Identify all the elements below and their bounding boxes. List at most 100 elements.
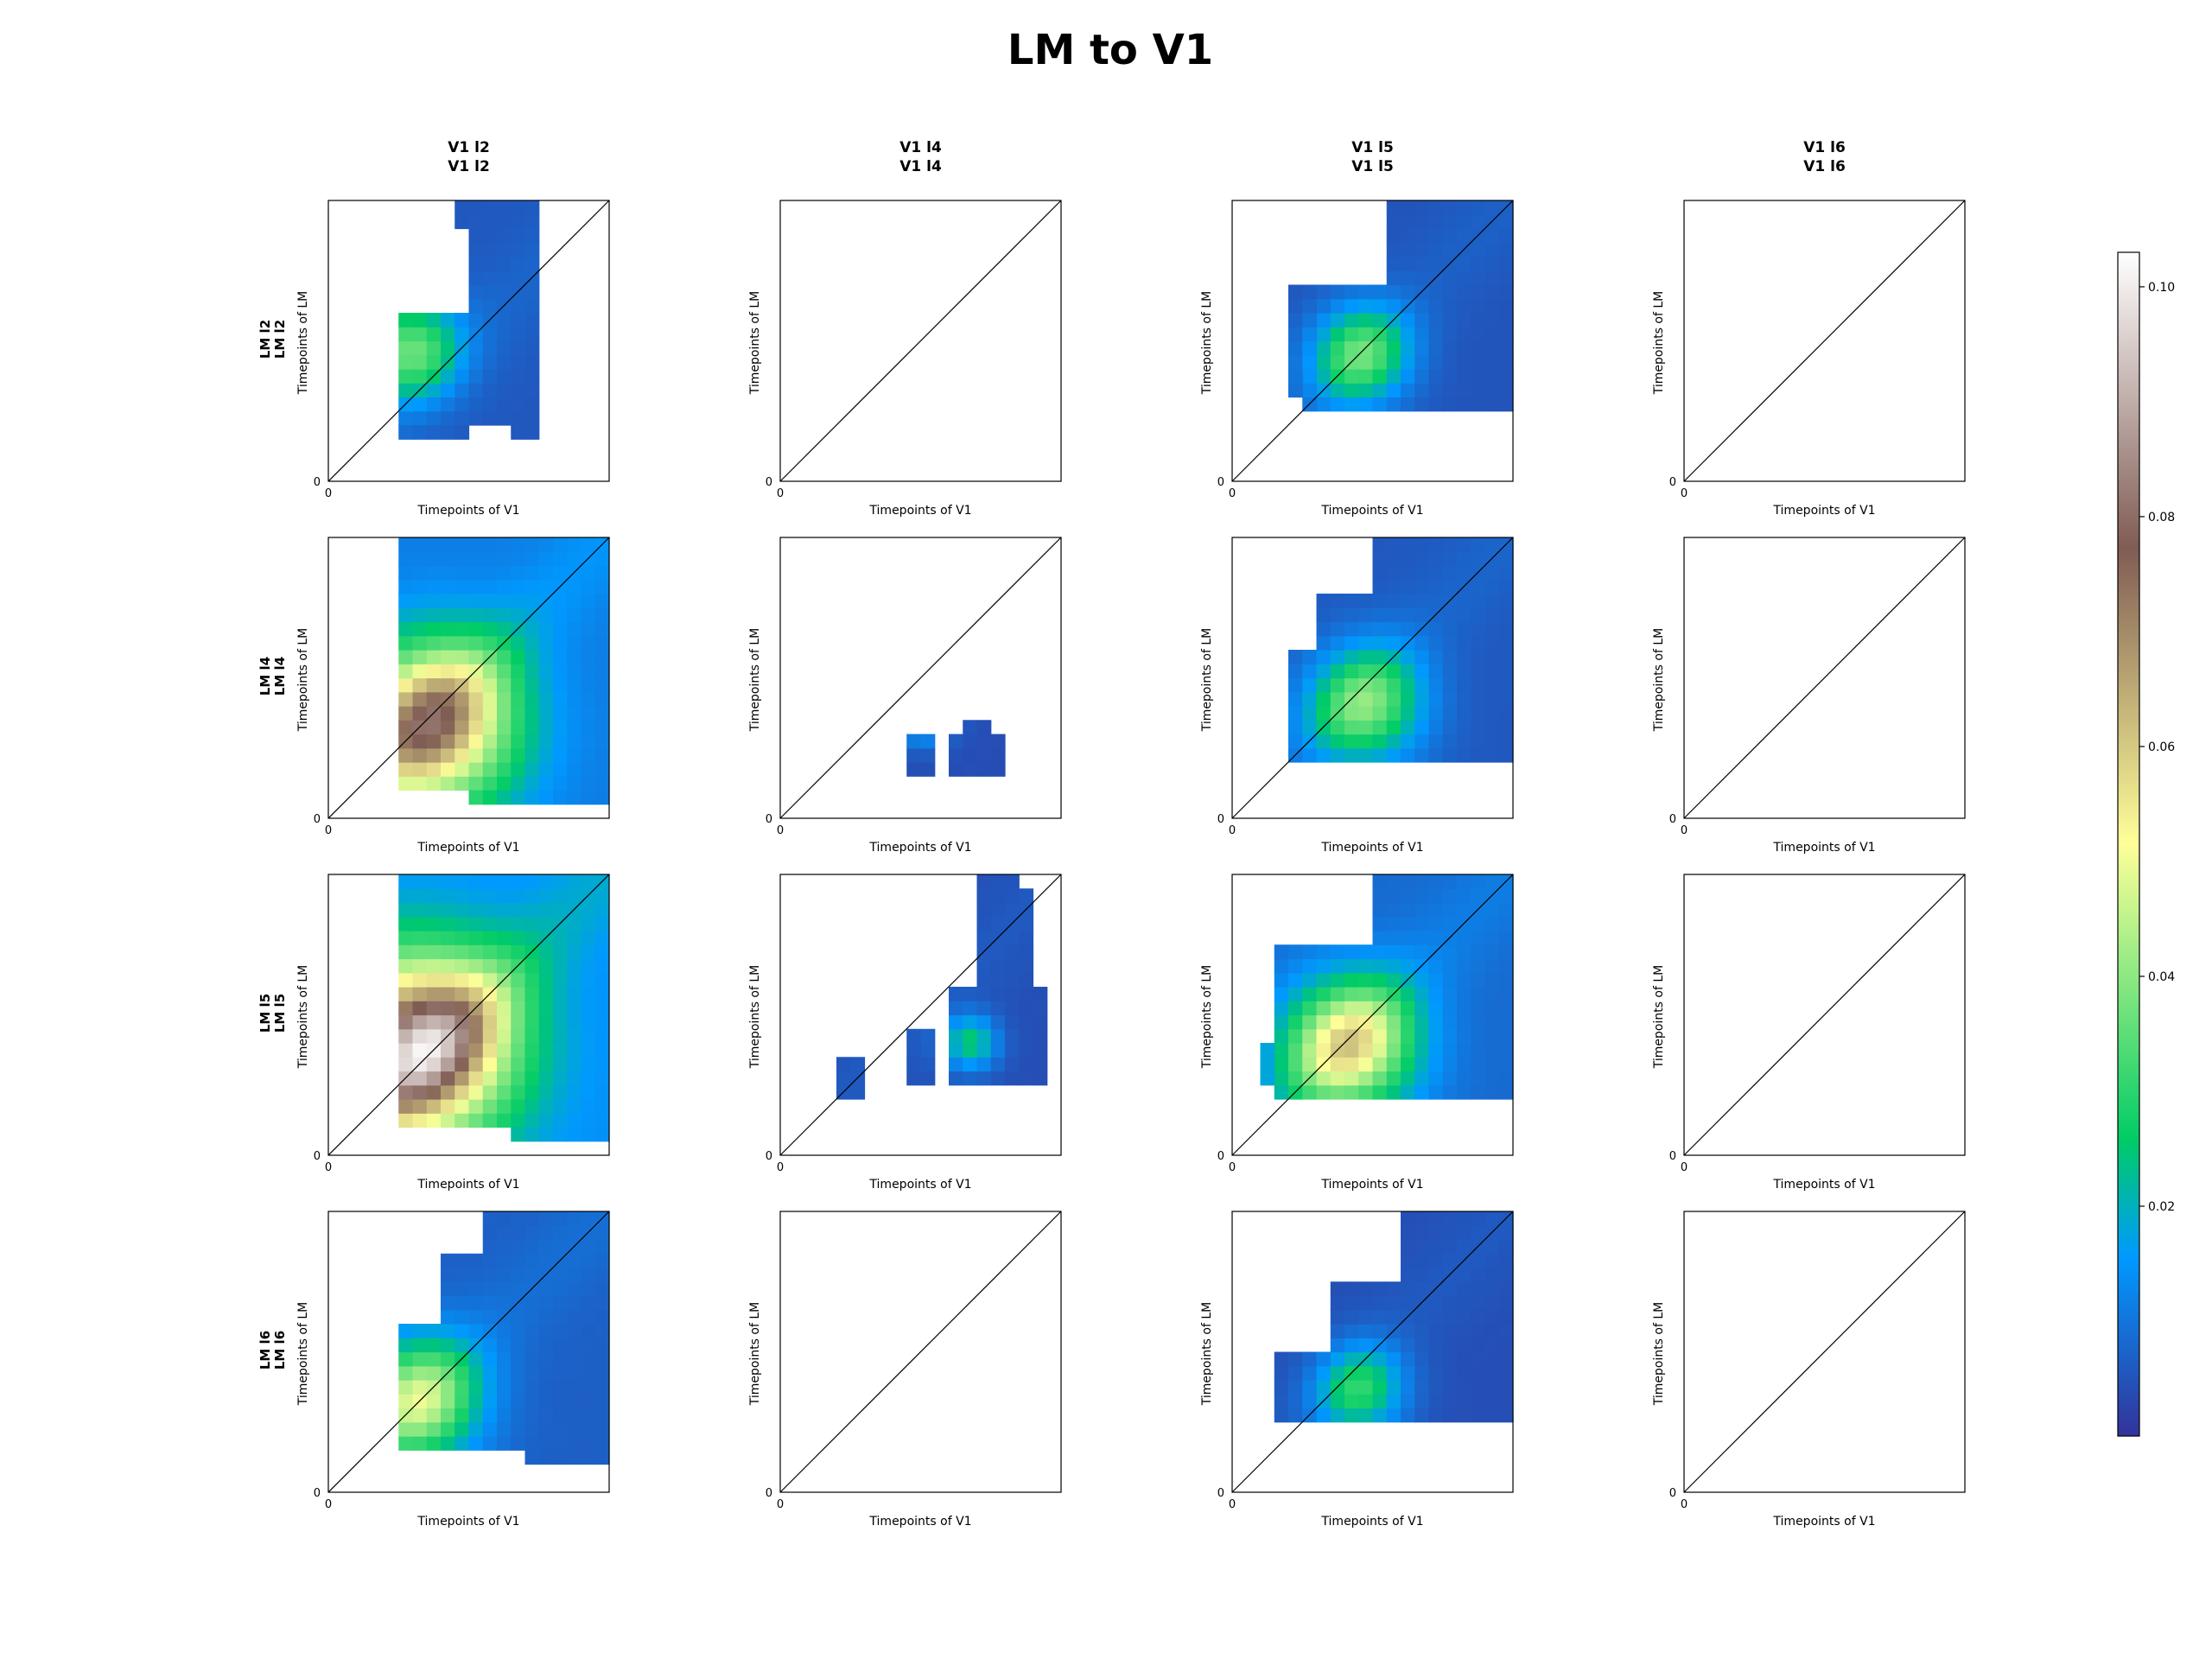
heatmap-cell bbox=[1442, 228, 1458, 244]
heatmap-cell bbox=[1302, 327, 1318, 342]
heatmap-cell bbox=[1414, 551, 1430, 567]
heatmap-cell bbox=[524, 354, 540, 370]
heatmap-cell bbox=[1401, 734, 1415, 749]
heatmap-cell bbox=[468, 410, 484, 426]
heatmap-cell bbox=[906, 762, 922, 777]
heatmap-cell bbox=[398, 410, 414, 426]
heatmap-cell bbox=[1428, 242, 1444, 257]
heatmap-cell bbox=[1484, 1253, 1500, 1268]
heatmap-cell bbox=[1428, 1001, 1444, 1016]
heatmap-cell bbox=[920, 1057, 936, 1072]
heatmap-cell bbox=[1401, 1380, 1415, 1395]
heatmap-cell bbox=[1414, 677, 1430, 693]
heatmap-cell bbox=[1330, 664, 1345, 679]
heatmap-cell bbox=[1471, 720, 1486, 735]
heatmap-cell bbox=[538, 1239, 554, 1255]
heatmap-cell bbox=[497, 1084, 512, 1100]
heatmap-cell bbox=[426, 987, 442, 1001]
heatmap-cell bbox=[1344, 650, 1359, 664]
heatmap-cell bbox=[454, 1253, 470, 1268]
heatmap-cell bbox=[1414, 1211, 1430, 1226]
heatmap-cell bbox=[581, 1239, 596, 1255]
heatmap-cell bbox=[524, 650, 540, 664]
heatmap-cell bbox=[1428, 1408, 1444, 1423]
heatmap-cell bbox=[524, 383, 540, 398]
heatmap-cell bbox=[511, 1071, 526, 1086]
heatmap-cell bbox=[1442, 916, 1458, 931]
heatmap-cell bbox=[524, 958, 540, 974]
heatmap-cell bbox=[511, 1268, 526, 1282]
y-axis-label: Timepoints of LM bbox=[296, 1302, 310, 1407]
heatmap-cell bbox=[412, 635, 428, 651]
heatmap-cell bbox=[1442, 874, 1458, 889]
heatmap-cell bbox=[920, 734, 936, 749]
heatmap-cell bbox=[990, 888, 1006, 904]
heatmap-cell bbox=[1372, 369, 1388, 384]
heatmap-cell bbox=[1401, 1253, 1415, 1268]
heatmap-cell bbox=[1457, 1225, 1471, 1241]
heatmap-cell bbox=[468, 551, 484, 567]
heatmap-cell bbox=[1302, 1014, 1318, 1030]
heatmap-cell bbox=[1344, 383, 1359, 398]
heatmap-cell bbox=[468, 537, 484, 552]
heatmap-cell bbox=[1401, 1071, 1415, 1086]
heatmap-cell bbox=[1372, 1295, 1388, 1311]
heatmap-cell bbox=[553, 1380, 568, 1395]
heatmap-cell bbox=[511, 214, 526, 230]
heatmap-cell bbox=[511, 1408, 526, 1423]
heatmap-cell bbox=[412, 1113, 428, 1128]
heatmap-cell bbox=[1484, 1394, 1500, 1409]
heatmap-cell bbox=[412, 1421, 428, 1437]
heatmap-cell bbox=[468, 1365, 484, 1381]
heatmap-cell bbox=[1288, 298, 1303, 314]
heatmap-cell bbox=[594, 1113, 610, 1128]
heatmap-cell bbox=[1471, 579, 1486, 594]
x-tick-label: 0 bbox=[1681, 1498, 1688, 1511]
heatmap-cell bbox=[524, 369, 540, 384]
heatmap-cell bbox=[1372, 621, 1388, 637]
x-axis-label: Timepoints of V1 bbox=[416, 504, 519, 518]
column-title-1: V1 l2 bbox=[448, 139, 490, 156]
heatmap-cell bbox=[511, 397, 526, 412]
heatmap-cell bbox=[1442, 691, 1458, 707]
heatmap-cell bbox=[553, 1014, 568, 1030]
heatmap-cell bbox=[1498, 214, 1514, 230]
heatmap-cell bbox=[1274, 1380, 1289, 1395]
heatmap-cell bbox=[1442, 664, 1458, 679]
heatmap-cell bbox=[553, 972, 568, 988]
heatmap-cell bbox=[1457, 664, 1471, 679]
heatmap-cell bbox=[976, 916, 992, 931]
heatmap-cell bbox=[497, 1380, 512, 1395]
x-tick-label: 0 bbox=[325, 1498, 332, 1511]
heatmap-cell bbox=[511, 790, 526, 805]
heatmap-cell bbox=[1471, 931, 1486, 945]
heatmap-cell bbox=[412, 972, 428, 988]
row-title-1: LM l6 bbox=[257, 1331, 273, 1370]
heatmap-cell bbox=[553, 565, 568, 581]
heatmap-cell bbox=[1019, 1014, 1034, 1030]
heatmap-cell bbox=[1386, 270, 1402, 286]
heatmap-cell bbox=[511, 340, 526, 356]
heatmap-cell bbox=[1457, 551, 1471, 567]
heatmap-cell bbox=[398, 958, 414, 974]
heatmap-cell bbox=[1372, 565, 1388, 581]
heatmap-cell bbox=[1457, 1295, 1471, 1311]
heatmap-cell bbox=[1401, 354, 1415, 370]
heatmap-cell bbox=[1316, 621, 1332, 637]
heatmap-cell bbox=[538, 1043, 554, 1058]
heatmap-cell bbox=[454, 1338, 470, 1353]
heatmap-cell bbox=[1386, 214, 1402, 230]
heatmap-cell bbox=[482, 762, 498, 777]
heatmap-cell bbox=[553, 1408, 568, 1423]
heatmap-cell bbox=[482, 691, 498, 707]
heatmap-cell bbox=[1442, 298, 1458, 314]
heatmap-cell bbox=[398, 776, 414, 791]
heatmap-cell bbox=[1498, 1268, 1514, 1282]
heatmap-cell bbox=[1428, 594, 1444, 608]
heatmap-cell bbox=[1471, 284, 1486, 300]
heatmap-cell bbox=[468, 635, 484, 651]
heatmap-cell bbox=[454, 425, 470, 440]
y-tick-label: 0 bbox=[1669, 1150, 1676, 1163]
